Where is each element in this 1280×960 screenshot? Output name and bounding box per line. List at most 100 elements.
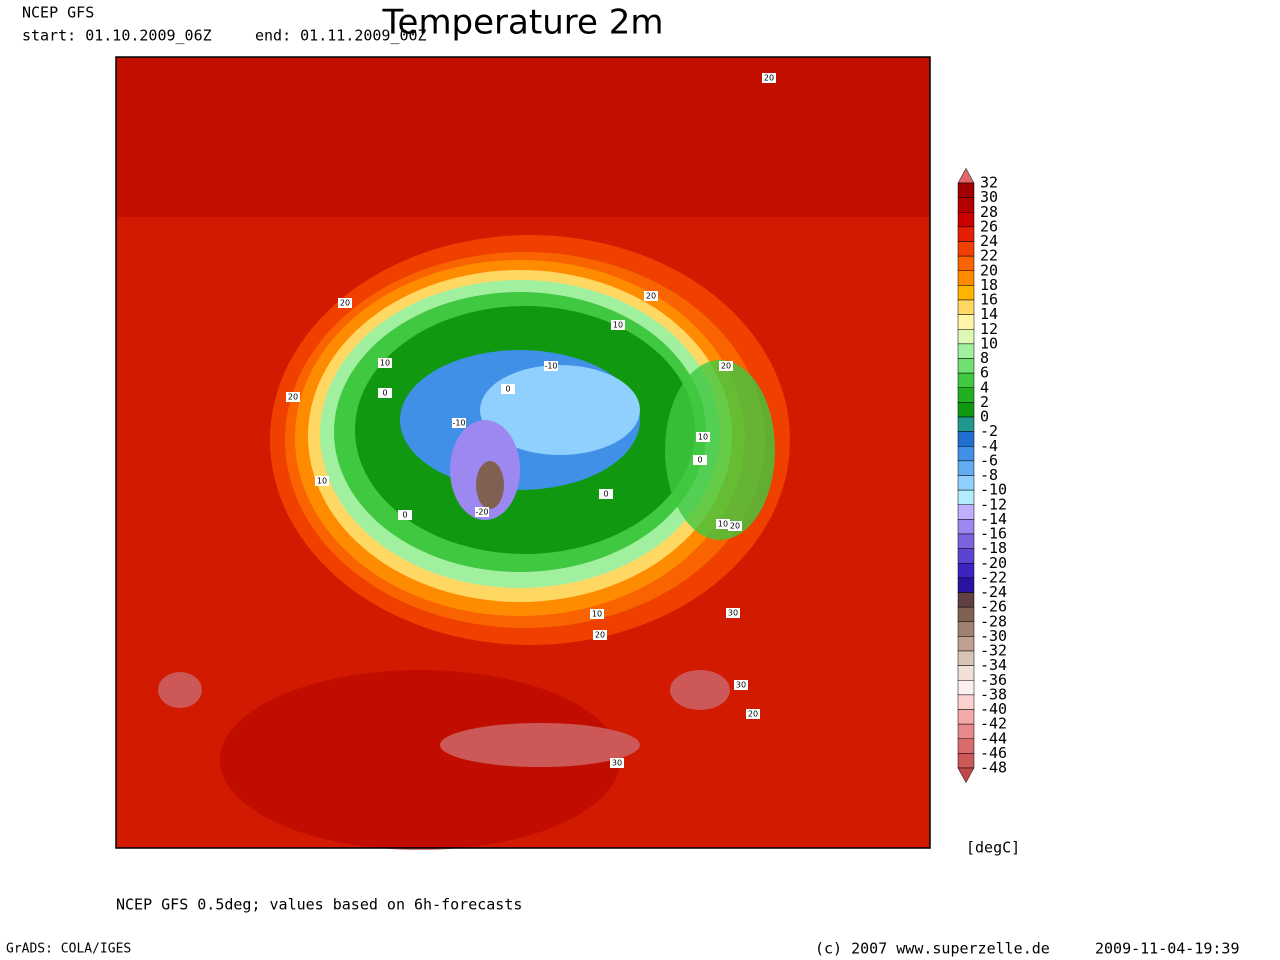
- contour-label-box: [501, 384, 515, 394]
- colorbar-label: 10: [980, 334, 998, 352]
- contour-label-box: [728, 521, 742, 531]
- contour-label: 0: [382, 389, 387, 398]
- contour-label: 30: [728, 609, 738, 618]
- colorbar-segment: [957, 241, 975, 257]
- contour-label: 30: [612, 759, 622, 768]
- temp-zone: [665, 360, 775, 540]
- contour-label: 20: [721, 362, 731, 371]
- colorbar-label: -20: [980, 554, 1007, 572]
- colorbar-label: 26: [980, 217, 998, 235]
- colorbar-label: -42: [980, 715, 1007, 733]
- colorbar-unit: [degC]: [966, 839, 1020, 857]
- colorbar-label: 0: [980, 408, 989, 426]
- contour-label-box: [378, 388, 392, 398]
- colorbar: 32302826242220181614121086420-2-4-6-8-10…: [957, 167, 1007, 784]
- contour-label-box: [611, 320, 625, 330]
- contour-label: 10: [592, 610, 602, 619]
- colorbar-label: -14: [980, 510, 1007, 528]
- contour-label-box: [599, 489, 613, 499]
- colorbar-triangle: [957, 767, 975, 784]
- colorbar-segment: [957, 636, 975, 652]
- colorbar-triangle: [957, 167, 975, 184]
- contour-label-box: [719, 361, 733, 371]
- contour-label-box: [593, 630, 607, 640]
- map-frame: [115, 56, 931, 849]
- contour-label: 0: [402, 511, 407, 520]
- warm-band: [116, 57, 930, 217]
- colorbar-segment: [957, 446, 975, 462]
- colorbar-segment: [957, 212, 975, 228]
- colorbar-label: -36: [980, 671, 1007, 689]
- contour-label: 20: [595, 631, 605, 640]
- colorbar-label: -2: [980, 422, 998, 440]
- colorbar-label: -8: [980, 466, 998, 484]
- colorbar-label: 18: [980, 276, 998, 294]
- contour-label: 20: [764, 74, 774, 83]
- contour-label-box: [693, 455, 707, 465]
- colorbar-segment: [957, 650, 975, 666]
- colorbar-segment: [957, 358, 975, 374]
- colorbar-segment: [957, 592, 975, 608]
- warm-region: [220, 670, 620, 850]
- colorbar-label: 12: [980, 320, 998, 338]
- colorbar-segment: [957, 416, 975, 432]
- contour-label: 10: [613, 321, 623, 330]
- colorbar-label: 8: [980, 349, 989, 367]
- timestamp: 2009-11-04-19:39: [1095, 940, 1240, 958]
- colorbar-segment: [957, 680, 975, 696]
- contour-label-box: [726, 608, 740, 618]
- contour-label-box: [746, 709, 760, 719]
- colorbar-label: -38: [980, 685, 1007, 703]
- title: Temperature 2m: [382, 3, 664, 43]
- contour-label: -10: [544, 362, 557, 371]
- colorbar-segment: [957, 270, 975, 286]
- contour-label: 20: [288, 393, 298, 402]
- contour-label-box: [286, 392, 300, 402]
- colorbar-segment: [957, 460, 975, 476]
- colorbar-segment: [957, 504, 975, 520]
- software-label: GrADS: COLA/IGES: [6, 942, 131, 957]
- contour-label-box: [696, 432, 710, 442]
- contour-label-box: [378, 358, 392, 368]
- contour-label: 20: [748, 710, 758, 719]
- contour-label-box: [338, 298, 352, 308]
- colorbar-segment: [957, 533, 975, 549]
- colorbar-label: -40: [980, 700, 1007, 718]
- colorbar-segment: [957, 431, 975, 447]
- colorbar-label: -6: [980, 451, 998, 469]
- colorbar-label: 14: [980, 305, 998, 323]
- colorbar-segment: [957, 402, 975, 418]
- temp-zone: [480, 365, 640, 455]
- colorbar-segment: [957, 577, 975, 593]
- contour-label: -20: [475, 508, 488, 517]
- colorbar-label: -12: [980, 495, 1007, 513]
- colorbar-segment: [957, 723, 975, 739]
- contour-label-box: [762, 73, 776, 83]
- colorbar-segment: [957, 709, 975, 725]
- colorbar-segment: [957, 665, 975, 681]
- colorbar-label: -16: [980, 525, 1007, 543]
- contour-label-box: [475, 507, 489, 517]
- colorbar-label: 16: [980, 291, 998, 309]
- contour-label: 20: [730, 522, 740, 531]
- colorbar-segment: [957, 343, 975, 359]
- temp-zone: [476, 461, 504, 509]
- colorbar-segment: [957, 621, 975, 637]
- hot-region: [440, 723, 640, 767]
- hot-region: [158, 672, 202, 708]
- colorbar-label: 4: [980, 378, 989, 396]
- contour-label: 0: [697, 456, 702, 465]
- colorbar-segment: [957, 694, 975, 710]
- colorbar-label: 22: [980, 247, 998, 265]
- colorbar-segment: [957, 314, 975, 330]
- colorbar-segment: [957, 387, 975, 403]
- colorbar-segment: [957, 753, 975, 769]
- colorbar-label: 6: [980, 364, 989, 382]
- colorbar-segment: [957, 182, 975, 198]
- contour-label: 20: [340, 299, 350, 308]
- colorbar-label: 24: [980, 232, 998, 250]
- contour-label: 10: [317, 477, 327, 486]
